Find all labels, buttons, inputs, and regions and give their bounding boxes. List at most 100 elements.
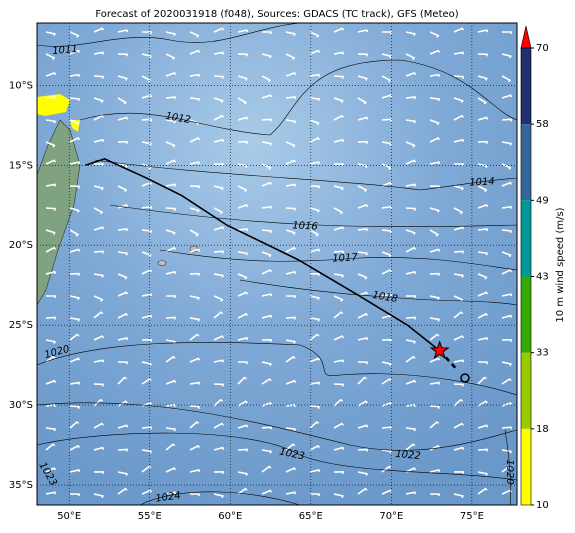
- wind-barb: [477, 291, 489, 297]
- wind-barb: [69, 97, 80, 102]
- wind-barb: [405, 207, 416, 211]
- isobar-label: 1014: [469, 176, 495, 188]
- isobar-label: 1016: [292, 220, 318, 232]
- wind-barb: [453, 114, 464, 121]
- wind-barb: [261, 205, 273, 209]
- wind-barb: [262, 31, 272, 34]
- wind-barb: [357, 448, 368, 452]
- wind-barb: [69, 137, 81, 143]
- wind-barb: [141, 229, 152, 234]
- wind-barb: [405, 403, 417, 407]
- wind-barb: [453, 398, 464, 407]
- wind-barb: [45, 270, 57, 275]
- wind-barb: [477, 228, 489, 232]
- wind-barb: [405, 119, 416, 124]
- wind-barb: [357, 312, 368, 319]
- wind-barb: [117, 400, 128, 407]
- wind-barb: [93, 75, 104, 79]
- wind-barb: [405, 71, 417, 77]
- wind-barb: [189, 248, 201, 253]
- wind-barb: [117, 185, 128, 193]
- wind-barb: [501, 53, 512, 59]
- wind-barb: [93, 273, 104, 278]
- wind-barb: [405, 31, 416, 37]
- wind-barb: [261, 489, 273, 495]
- wind-barb: [142, 31, 152, 34]
- wind-barb: [141, 163, 152, 170]
- y-tick-label: 30°S: [9, 400, 33, 411]
- wind-barb: [237, 163, 248, 169]
- wind-barb: [381, 378, 392, 385]
- wind-barb: [117, 228, 129, 232]
- wind-barb: [309, 207, 320, 213]
- colorbar-tick-label: 18: [536, 424, 549, 435]
- wind-barb: [381, 118, 392, 122]
- wind-barb: [117, 163, 128, 169]
- wind-barb: [453, 422, 464, 429]
- wind-barb: [501, 361, 512, 367]
- wind-barb: [45, 403, 57, 407]
- wind-barb: [141, 361, 152, 367]
- wind-barb: [45, 339, 56, 344]
- wind-barb: [357, 400, 368, 407]
- wind-barb: [117, 75, 128, 81]
- wind-barb: [381, 205, 393, 209]
- wind-barb: [453, 75, 464, 79]
- colorbar-segment: [521, 124, 531, 201]
- wind-barb: [333, 493, 344, 499]
- wind-barb: [285, 403, 297, 407]
- wind-barb: [93, 446, 105, 451]
- wind-barb: [309, 73, 321, 77]
- wind-barb: [69, 31, 80, 38]
- wind-barb: [165, 229, 176, 235]
- wind-barb: [357, 376, 367, 385]
- wind-barb: [501, 229, 512, 234]
- wind-barb: [93, 250, 104, 254]
- wind-barb: [406, 295, 416, 298]
- wind-barb: [357, 140, 368, 144]
- wind-barb: [429, 469, 441, 473]
- wind-barb: [477, 116, 489, 121]
- wind-barb: [45, 53, 56, 61]
- wind-barb: [237, 361, 248, 365]
- wind-barb: [261, 402, 273, 407]
- wind-barb: [261, 141, 272, 146]
- wind-barb: [69, 119, 80, 126]
- wind-barb: [501, 402, 513, 407]
- wind-barb: [405, 316, 416, 320]
- wind-barb: [237, 185, 248, 193]
- wind-barb: [501, 314, 513, 319]
- wind-barb: [189, 137, 201, 143]
- wind-barb: [117, 487, 128, 495]
- isobar-label: 1022: [395, 449, 421, 462]
- wind-barb: [237, 75, 248, 81]
- wind-barb: [141, 205, 153, 209]
- colorbar-segment: [521, 428, 531, 505]
- wind-barb: [309, 333, 320, 341]
- wind-barb: [165, 71, 177, 77]
- wind-barb: [285, 159, 297, 165]
- wind-barb: [501, 269, 513, 275]
- wind-barb: [117, 424, 129, 429]
- wind-barb: [141, 378, 152, 385]
- wind-barb: [381, 293, 393, 297]
- wind-barb: [429, 272, 440, 276]
- wind-barb: [381, 94, 393, 99]
- wind-barb: [237, 337, 249, 341]
- wind-barb: [357, 97, 368, 105]
- wind-barb: [333, 97, 344, 103]
- wind-barb: [309, 295, 320, 301]
- wind-barb: [237, 471, 248, 476]
- wind-barb: [381, 163, 392, 170]
- wind-barb: [69, 357, 81, 363]
- wind-barb: [141, 314, 153, 319]
- wind-barb: [93, 114, 104, 121]
- wind-barb: [477, 140, 488, 144]
- wind-barb: [237, 140, 248, 144]
- wind-barb: [477, 163, 488, 169]
- wind-barb: [141, 293, 153, 297]
- wind-barb: [309, 405, 320, 409]
- wind-barb: [45, 443, 56, 451]
- wind-barb: [141, 181, 153, 187]
